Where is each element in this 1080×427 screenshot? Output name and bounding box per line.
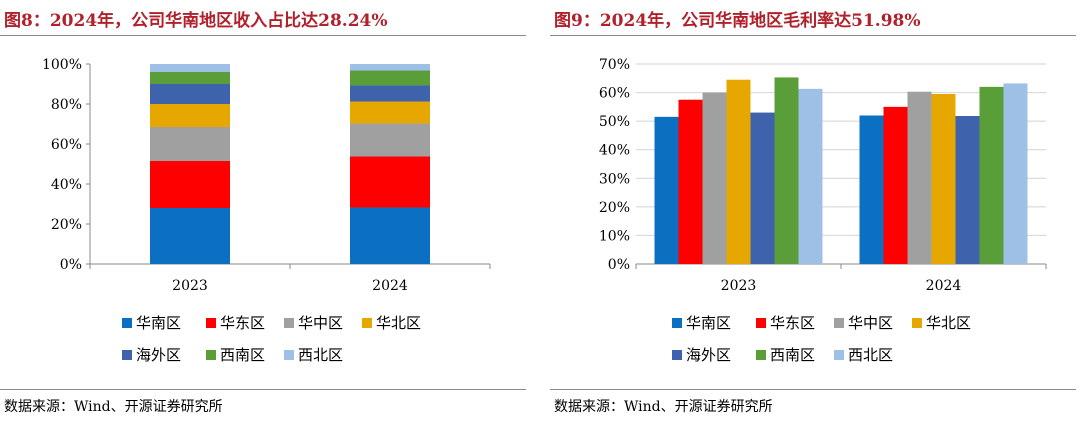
legend-swatch [122, 350, 132, 360]
legend-label: 海外区 [136, 346, 181, 364]
bar [798, 88, 823, 264]
legend-label: 华中区 [848, 314, 893, 332]
title-divider [550, 35, 1076, 36]
bar [1003, 83, 1028, 264]
legend-swatch [284, 318, 294, 328]
legend-swatch [362, 318, 372, 328]
title-divider [0, 35, 526, 36]
bar [726, 79, 751, 264]
legend-label: 西南区 [220, 346, 265, 364]
x-tick-label: 2023 [172, 278, 208, 294]
legend-swatch [756, 318, 766, 328]
y-tick-label: 60% [599, 86, 630, 102]
y-tick-label: 100% [42, 57, 82, 73]
bar-segment [150, 208, 230, 264]
bar-segment [150, 127, 230, 161]
bar [931, 94, 956, 264]
bar [883, 106, 908, 264]
source-note: 数据来源：Wind、开源证券研究所 [554, 399, 773, 415]
source-divider [550, 389, 1076, 390]
bar [955, 116, 980, 264]
bar [678, 99, 703, 264]
legend-label: 西南区 [770, 346, 815, 364]
bar-segment [350, 156, 430, 208]
legend-label: 西北区 [298, 346, 343, 364]
chart-panel-revenue-share: 图8：2024年，公司华南地区收入占比达28.24% 0% 20% 40% 60% 80… [0, 0, 530, 427]
x-tick-label: 2023 [721, 278, 757, 294]
y-tick-label: 0% [60, 257, 82, 273]
chart-title: 图9：2024年，公司华南地区毛利率达51.98% [554, 11, 921, 31]
bar-segment [150, 104, 230, 127]
bar-segment [350, 64, 430, 71]
bar [907, 91, 932, 264]
legend-swatch [206, 350, 216, 360]
chart-panel-gross-margin: 图9：2024年，公司华南地区毛利率达51.98% 0% 10% 20% 30% 40%… [550, 0, 1080, 427]
legend-label: 华东区 [220, 314, 265, 332]
bar-segment [150, 72, 230, 84]
bar-segment [350, 70, 430, 86]
source-note: 数据来源：Wind、开源证券研究所 [4, 399, 223, 415]
legend-label: 华中区 [298, 314, 343, 332]
y-tick-label: 0% [608, 257, 630, 273]
legend-swatch [206, 318, 216, 328]
bar-segment [350, 101, 430, 124]
bar [859, 115, 884, 264]
legend-swatch [756, 350, 766, 360]
stacked-bar-chart: 0% 20% 40% 60% 80% 100% 2023 2024 华南区 华东区 华中区 华北区海外… [42, 57, 491, 364]
y-tick-label: 50% [599, 114, 630, 130]
bar [979, 86, 1004, 264]
legend-label: 华南区 [686, 314, 731, 332]
legend-swatch [912, 318, 922, 328]
y-tick-label: 40% [599, 143, 630, 159]
y-tick-label: 80% [51, 97, 82, 113]
y-tick-label: 40% [51, 177, 82, 193]
y-tick-label: 30% [599, 171, 630, 187]
legend-swatch [672, 318, 682, 328]
legend-swatch [284, 350, 294, 360]
bar-segment [150, 84, 230, 104]
bar [774, 77, 799, 264]
y-tick-label: 60% [51, 137, 82, 153]
bar [750, 112, 775, 264]
chart-title: 图8：2024年，公司华南地区收入占比达28.24% [4, 11, 388, 31]
bar-segment [350, 85, 430, 102]
y-tick-label: 20% [599, 200, 630, 216]
legend-label: 华北区 [376, 314, 421, 332]
y-tick-label: 10% [599, 228, 630, 244]
legend-swatch [834, 318, 844, 328]
source-divider [0, 389, 526, 390]
x-tick-label: 2024 [372, 278, 408, 294]
legend-label: 华东区 [770, 314, 815, 332]
y-tick-label: 70% [599, 57, 630, 73]
bar-segment [150, 64, 230, 72]
bar-segment [350, 123, 430, 157]
legend-label: 华北区 [926, 314, 971, 332]
legend-label: 海外区 [686, 346, 731, 364]
legend-swatch [834, 350, 844, 360]
bar-segment [150, 161, 230, 208]
legend-label: 西北区 [848, 346, 893, 364]
bar-segment [350, 207, 430, 264]
legend-swatch [672, 350, 682, 360]
bar [702, 92, 727, 264]
y-tick-label: 20% [51, 217, 82, 233]
x-tick-label: 2024 [926, 278, 962, 294]
grouped-bar-chart: 0% 10% 20% 30% 40% 50% 60% 70% 2023 2024 华南区 华东区 华中区… [599, 57, 1047, 364]
bar [654, 116, 679, 264]
legend-swatch [122, 318, 132, 328]
legend-label: 华南区 [136, 314, 181, 332]
